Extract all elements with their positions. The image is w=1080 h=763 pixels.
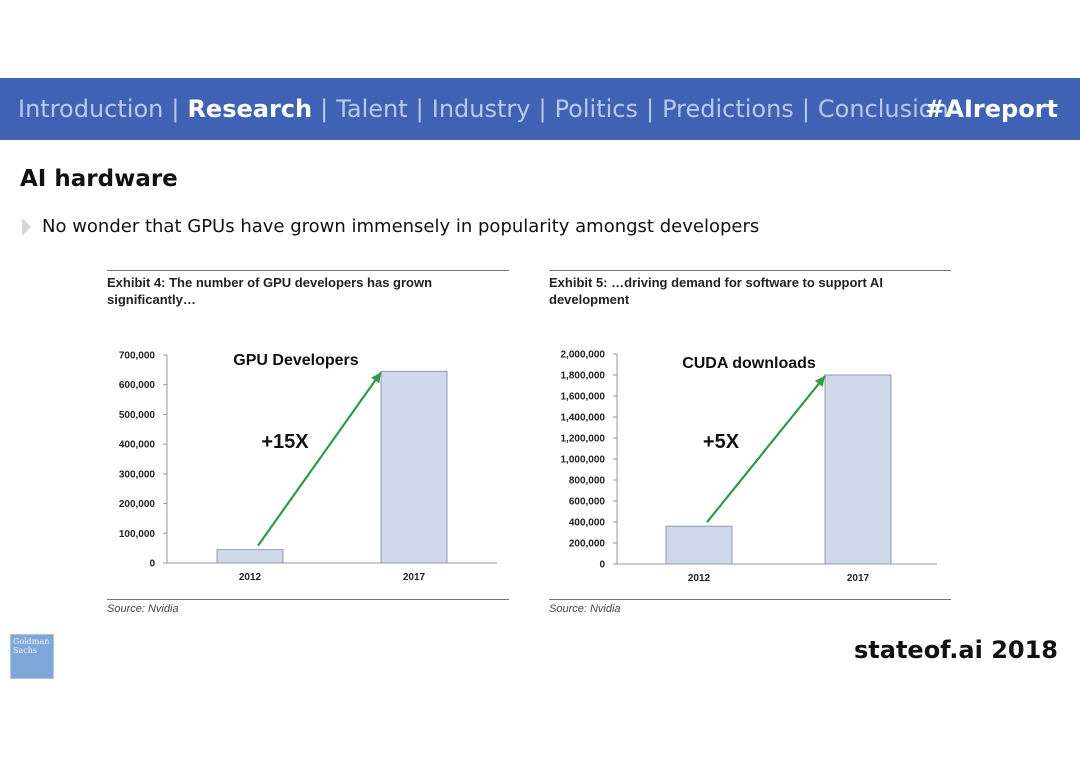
y-tick-label: 0 xyxy=(149,559,155,570)
exhibit-bottom-rule xyxy=(549,599,951,600)
cuda-downloads-chart: 0 200,000 400,000 600,000 800,000 1,000,000 1,… xyxy=(561,350,937,584)
exhibit-source: Source: Nvidia xyxy=(107,603,179,615)
growth-annotation: +5X xyxy=(703,431,740,453)
exhibit-title: Exhibit 4: The number of GPU developers … xyxy=(107,275,433,307)
y-tick-label: 0 xyxy=(599,560,605,571)
bullet-text: No wonder that GPUs have grown immensely… xyxy=(42,216,760,237)
growth-arrow-head xyxy=(814,376,825,387)
nav-separator: | xyxy=(538,95,547,123)
logo-text: Goldman Sachs xyxy=(13,637,50,655)
y-tick-label: 200,000 xyxy=(119,499,156,510)
nav-item-industry[interactable]: Industry xyxy=(431,95,531,123)
y-tick-label: 700,000 xyxy=(119,351,156,362)
growth-arrow xyxy=(706,375,826,523)
y-tick-label: 2,000,000 xyxy=(561,350,606,361)
y-tick-label: 1,000,000 xyxy=(561,455,606,466)
growth-annotation: +15X xyxy=(261,431,309,453)
nav-item-introduction[interactable]: Introduction xyxy=(18,95,164,123)
y-tick-label: 1,200,000 xyxy=(561,434,606,445)
x-tick-label: 2017 xyxy=(403,572,426,583)
y-tick-label: 1,800,000 xyxy=(561,371,606,382)
bullet-point: No wonder that GPUs have grown immensely… xyxy=(22,216,759,237)
y-tick-label: 1,400,000 xyxy=(561,413,606,424)
page-title: AI hardware xyxy=(20,166,178,192)
y-tick-label: 400,000 xyxy=(569,518,606,529)
x-tick-label: 2012 xyxy=(688,573,711,584)
chart-title: CUDA downloads xyxy=(682,355,816,372)
exhibit-top-rule xyxy=(549,270,951,271)
nav-item-talent[interactable]: Talent xyxy=(336,95,408,123)
nav-separator: | xyxy=(320,95,329,123)
nav-separator: | xyxy=(415,95,424,123)
nav-item-conclusion[interactable]: Conclusion xyxy=(817,95,949,123)
nav-items: Introduction | Research | Talent | Indus… xyxy=(18,78,949,140)
y-tick-label: 600,000 xyxy=(119,380,156,391)
bar-2017 xyxy=(380,370,448,564)
y-tick-label: 500,000 xyxy=(119,410,156,421)
growth-arrow-head xyxy=(371,372,381,384)
nav-separator: | xyxy=(645,95,655,123)
exhibit-4: Exhibit 4: The number of GPU developers … xyxy=(107,270,509,620)
nav-separator: | xyxy=(171,95,180,123)
y-tick-label: 600,000 xyxy=(569,497,606,508)
y-tick-label: 100,000 xyxy=(119,529,156,540)
y-tick-label: 800,000 xyxy=(569,476,606,487)
y-tick-label: 200,000 xyxy=(569,539,606,550)
nav-item-politics[interactable]: Politics xyxy=(554,95,638,123)
exhibit-top-rule xyxy=(107,270,509,271)
x-tick-label: 2017 xyxy=(847,573,870,584)
growth-arrow xyxy=(257,371,382,547)
top-nav-bar: Introduction | Research | Talent | Indus… xyxy=(0,78,1080,140)
bar-2012 xyxy=(216,549,284,564)
exhibit-source: Source: Nvidia xyxy=(549,603,621,615)
bar-2017 xyxy=(824,374,892,565)
report-hashtag: #AIreport xyxy=(925,95,1058,123)
y-tick-label: 1,600,000 xyxy=(561,392,606,403)
chart-title: GPU Developers xyxy=(233,352,358,369)
exhibit-bottom-rule xyxy=(107,599,509,600)
exhibit-5: Exhibit 5: …driving demand for software … xyxy=(549,270,951,620)
y-tick-label: 400,000 xyxy=(119,440,156,451)
y-tick-label: 300,000 xyxy=(119,469,156,480)
nav-item-predictions[interactable]: Predictions xyxy=(662,95,794,123)
nav-item-research[interactable]: Research xyxy=(187,95,313,123)
x-tick-label: 2012 xyxy=(239,572,262,583)
footer-credit: stateof.ai 2018 xyxy=(853,636,1058,664)
bullet-arrow-icon xyxy=(22,217,31,236)
goldman-sachs-logo: Goldman Sachs xyxy=(10,634,54,679)
bar-2012 xyxy=(665,525,733,565)
nav-separator: | xyxy=(801,95,810,123)
gpu-developers-chart: 0 100,000 200,000 300,000 400,000 500,000 600,… xyxy=(119,351,497,583)
exhibit-title: Exhibit 5: …driving demand for software … xyxy=(549,275,883,307)
